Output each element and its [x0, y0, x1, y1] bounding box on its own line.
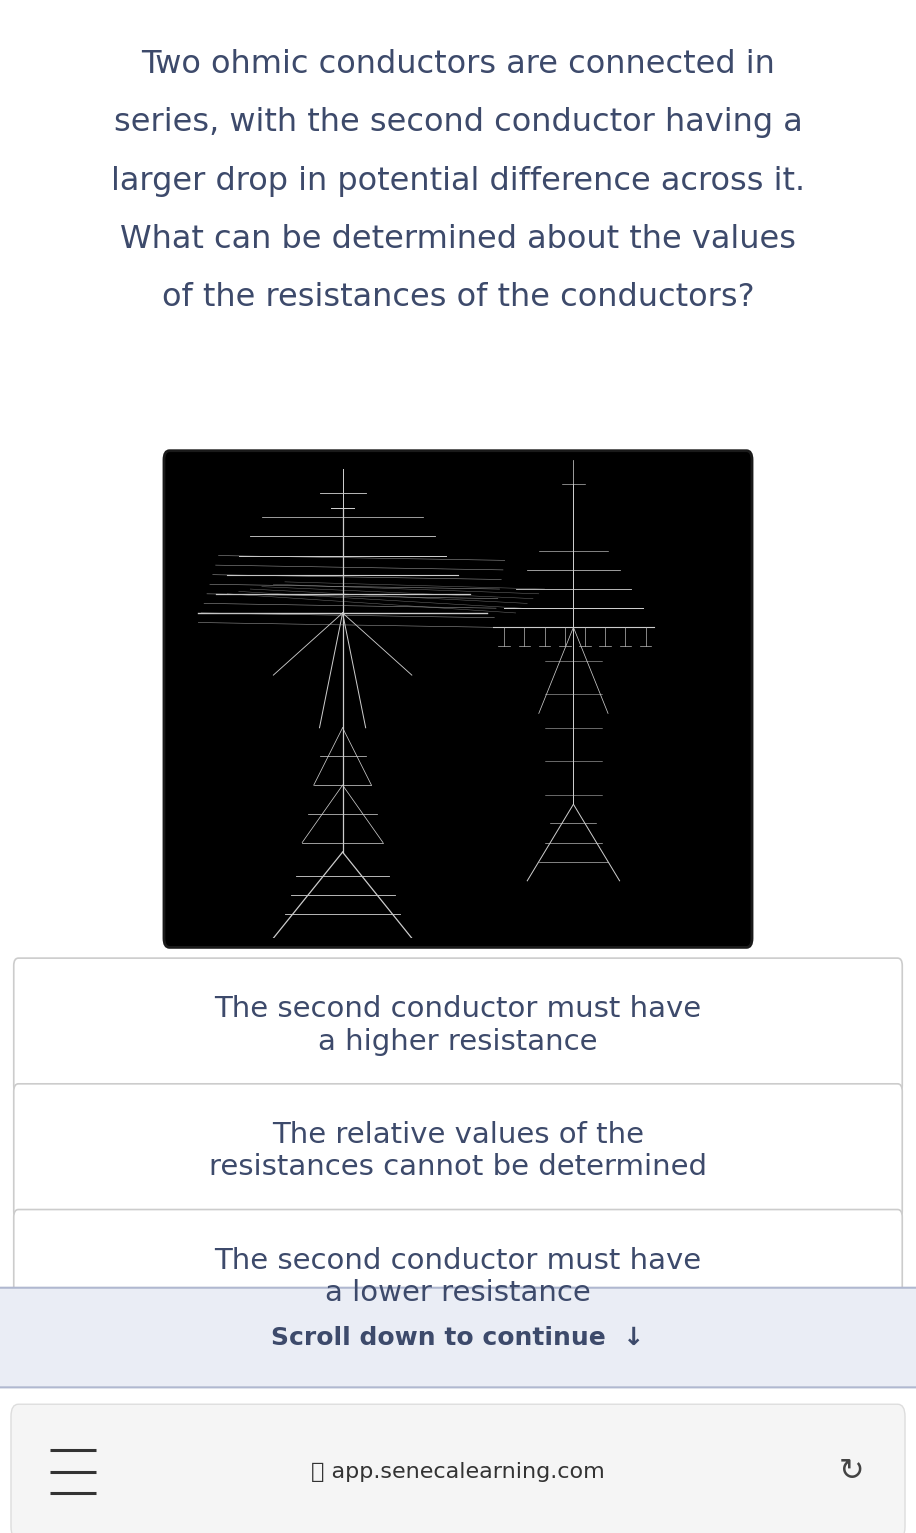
Text: of the resistances of the conductors?: of the resistances of the conductors? — [162, 282, 754, 313]
Text: The relative values of the
resistances cannot be determined: The relative values of the resistances c… — [209, 1121, 707, 1182]
FancyBboxPatch shape — [11, 1404, 905, 1533]
Text: Two ohmic conductors are connected in: Two ohmic conductors are connected in — [141, 49, 775, 80]
FancyBboxPatch shape — [0, 1288, 916, 1387]
Text: The second conductor must have
a higher resistance: The second conductor must have a higher … — [214, 995, 702, 1056]
Text: series, with the second conductor having a: series, with the second conductor having… — [114, 107, 802, 138]
Text: The second conductor must have
a lower resistance: The second conductor must have a lower r… — [214, 1246, 702, 1308]
Text: ↻: ↻ — [839, 1458, 865, 1485]
FancyBboxPatch shape — [164, 451, 752, 947]
Text: 🔒 app.senecalearning.com: 🔒 app.senecalearning.com — [311, 1461, 605, 1482]
Text: What can be determined about the values: What can be determined about the values — [120, 224, 796, 254]
FancyBboxPatch shape — [14, 1084, 902, 1219]
Text: Scroll down to continue  ↓: Scroll down to continue ↓ — [271, 1326, 645, 1349]
FancyBboxPatch shape — [14, 1210, 902, 1344]
FancyBboxPatch shape — [14, 958, 902, 1093]
Text: larger drop in potential difference across it.: larger drop in potential difference acro… — [111, 166, 805, 196]
